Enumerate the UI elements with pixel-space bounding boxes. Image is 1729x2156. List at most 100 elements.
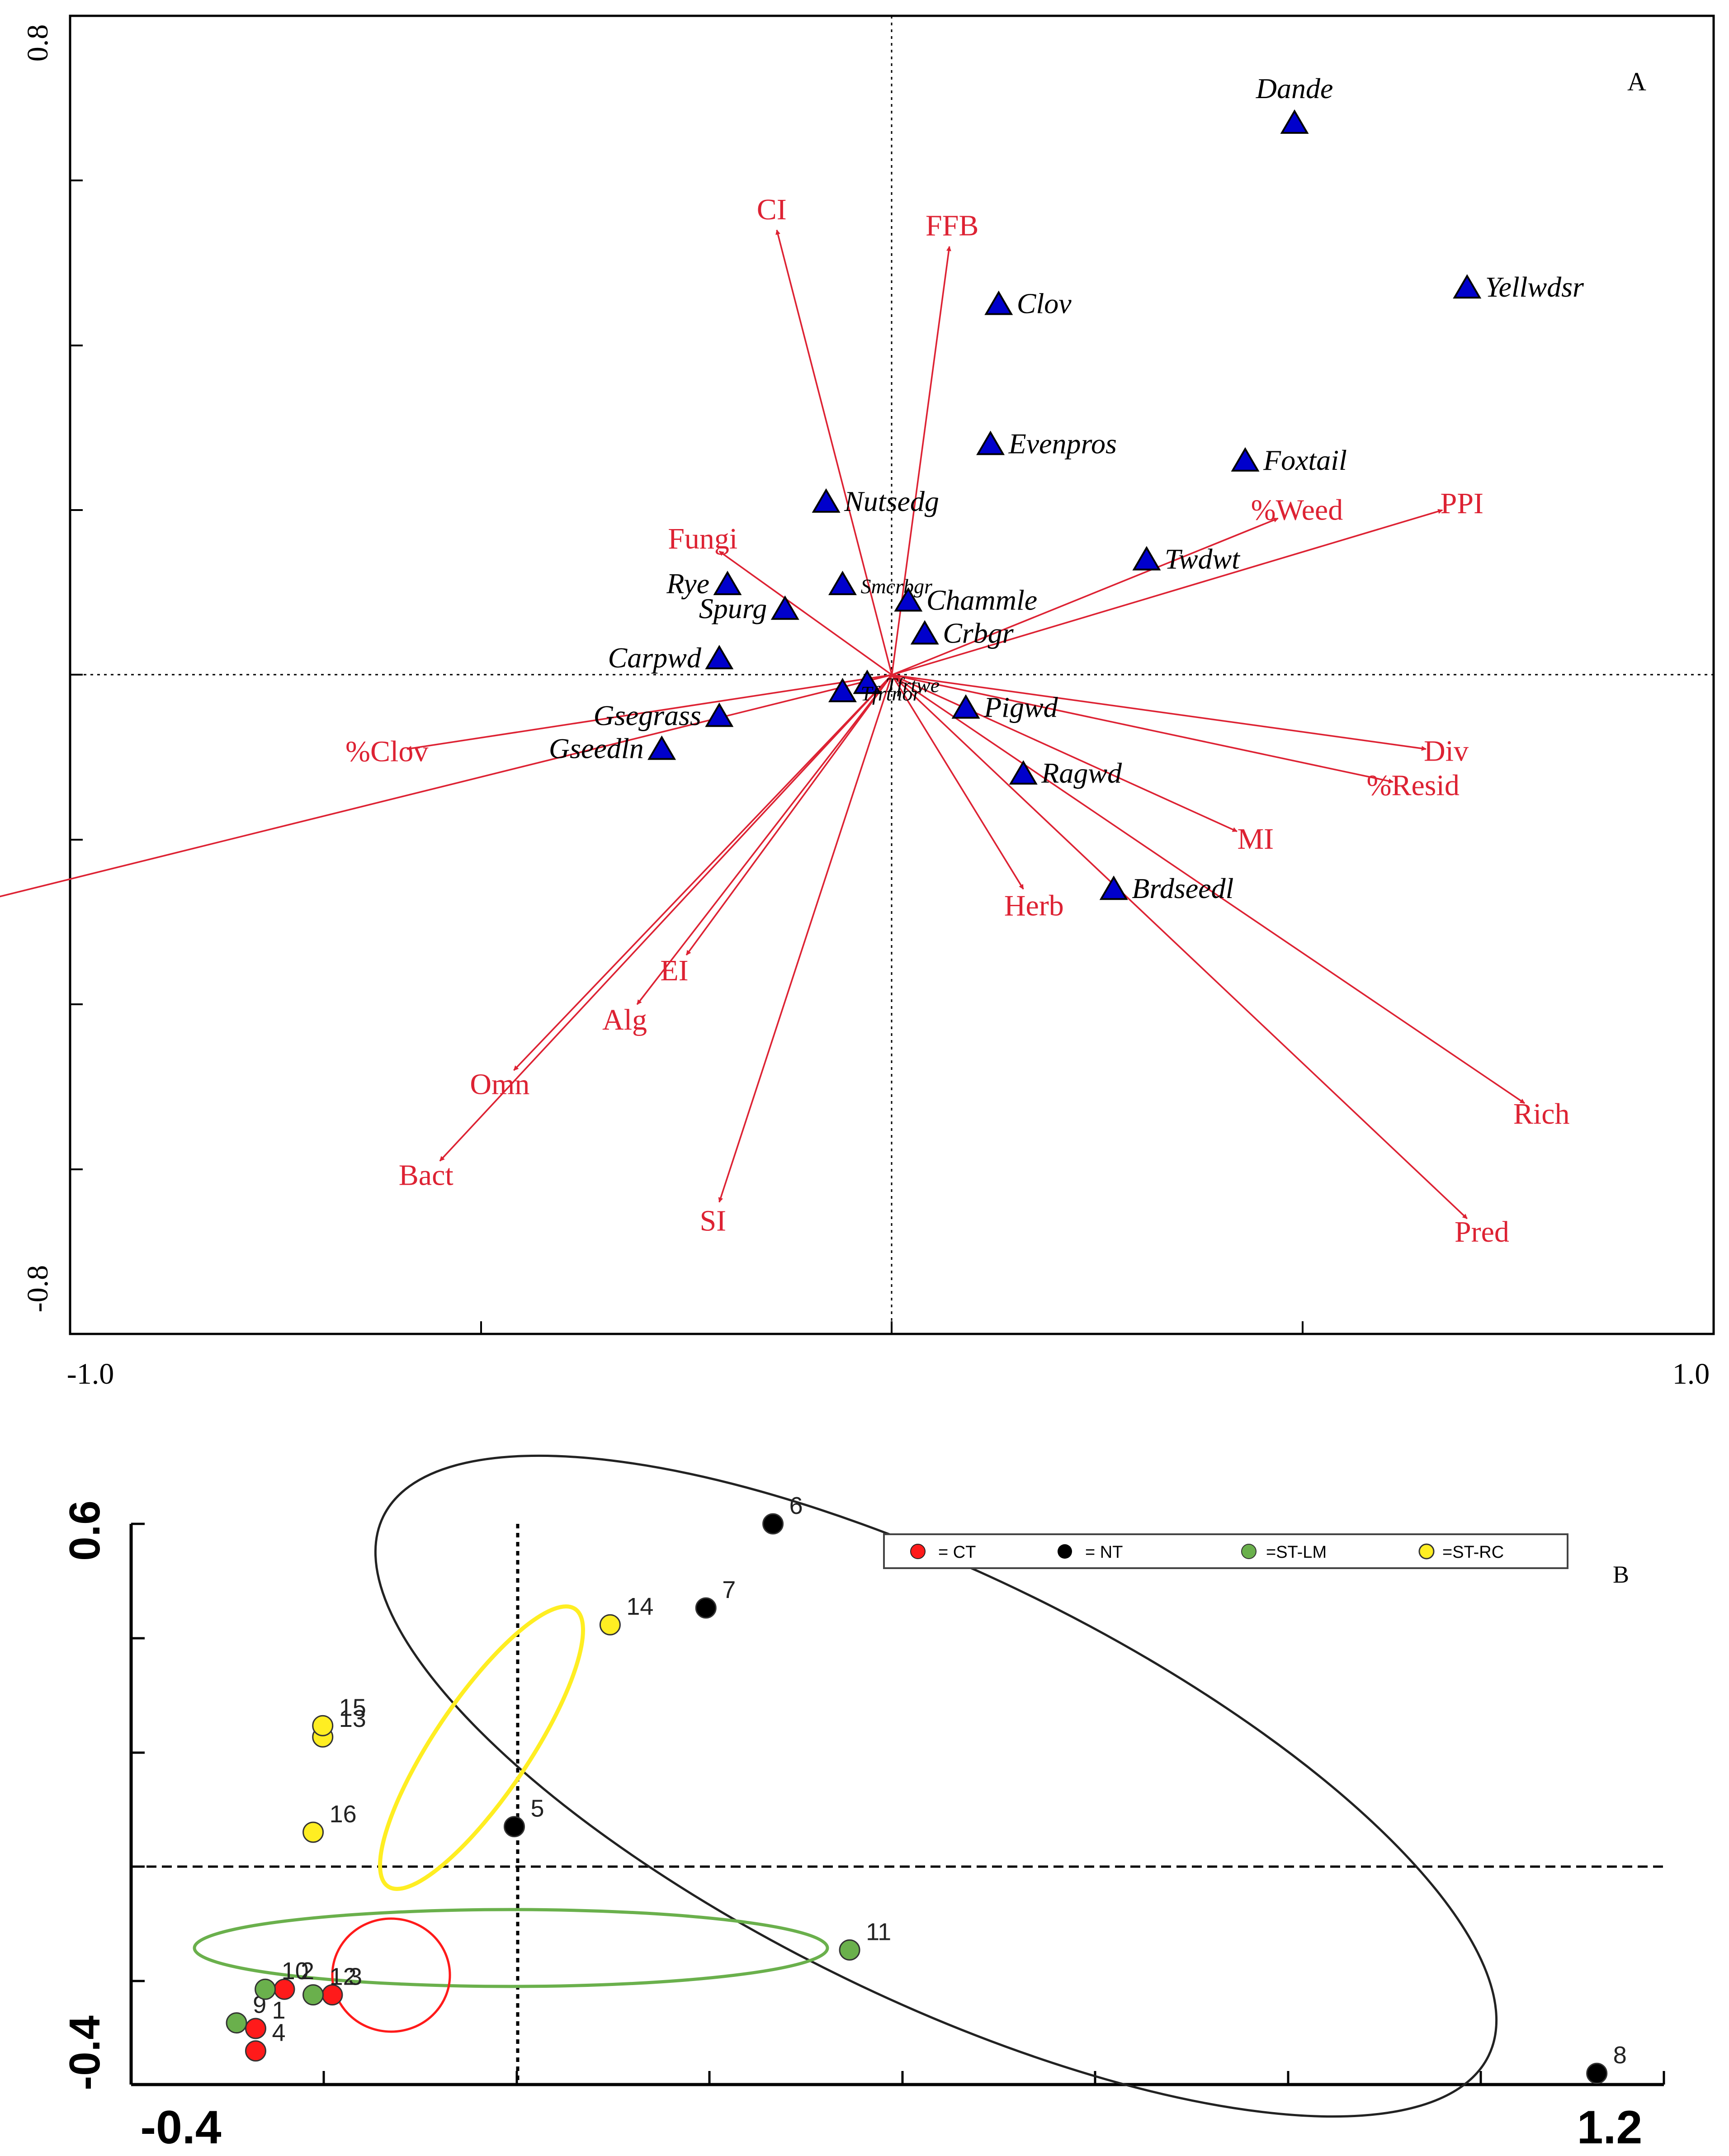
- species-ragwd-marker: [1009, 760, 1038, 785]
- species-crbgr-label: Crbgr: [943, 617, 1014, 649]
- sample-16-label: 16: [330, 1801, 357, 1828]
- species-foxtail-marker: [1231, 447, 1260, 472]
- vector-ppi-arrow: [891, 509, 1443, 676]
- panel-a-y-bottom-tick-label: -0.8: [21, 1265, 54, 1312]
- vector-pred-arrow: [891, 674, 1468, 1220]
- species-evenpros-label: Evenpros: [1008, 427, 1117, 459]
- panel-b-label: B: [1613, 1561, 1629, 1588]
- vector-clov-label: %Clov: [345, 735, 428, 768]
- vector-ci-arrow: [775, 229, 893, 675]
- sample-7-marker: [695, 1597, 717, 1619]
- sample-11-marker: [839, 1939, 860, 1961]
- vector-rich-arrow: [891, 674, 1525, 1104]
- nt-ellipse: [374, 1454, 1498, 2118]
- species-yellwdsr-label: Yellwdsr: [1485, 271, 1584, 303]
- species-chammle-marker: [894, 587, 923, 612]
- legend-ct-label: = CT: [938, 1543, 976, 1562]
- panel-a-label: A: [1627, 67, 1646, 96]
- sample-16-marker: [302, 1821, 324, 1843]
- species-clov-label: Clov: [1017, 288, 1072, 320]
- vector-div-label: Div: [1424, 735, 1469, 768]
- species-brdseedl-marker: [1099, 875, 1128, 900]
- sample-15-marker: [312, 1715, 334, 1736]
- species-pigwd-label: Pigwd: [983, 691, 1058, 723]
- sample-4-label: 4: [272, 2019, 285, 2047]
- st-lm-ellipse: [193, 1908, 829, 1988]
- panel-b-x-left-tick-label: -0.4: [140, 2101, 221, 2154]
- panel-a-x-left-tick-label: -1.0: [67, 1357, 114, 1390]
- species-pigwd-marker: [951, 694, 980, 719]
- vector-resid-arrow: [892, 674, 1394, 784]
- species-gseedln-label: Gseedln: [549, 732, 644, 764]
- sample-8-marker: [1586, 2062, 1608, 2084]
- species-crbgr-marker: [910, 620, 939, 645]
- legend-nt-label: = NT: [1085, 1543, 1123, 1562]
- vector-resid-label: %Resid: [1367, 769, 1460, 802]
- sample-6-marker: [762, 1513, 784, 1535]
- vector-omn-label: Omn: [470, 1068, 529, 1101]
- vector-ci-label: CI: [757, 193, 787, 226]
- species-rye-marker: [713, 571, 742, 596]
- sample-6-label: 6: [789, 1492, 803, 1519]
- species-carpwd-marker: [705, 645, 734, 670]
- sample-8-label: 8: [1613, 2042, 1627, 2069]
- sample-12-label: 12: [330, 1963, 357, 1991]
- legend-st-rc-label: =ST-RC: [1442, 1543, 1504, 1562]
- species-smcrbgr-marker: [828, 571, 857, 596]
- species-gseedln-marker: [647, 735, 676, 760]
- species-tfrtnor-label: Tfrtnor: [860, 682, 921, 705]
- sample-10-label: 10: [282, 1957, 309, 1985]
- panel-b-y-bottom-tick-label: -0.4: [61, 2015, 109, 2090]
- species-chammle-label: Chammle: [926, 584, 1037, 616]
- species-nutsedg-label: Nutsedg: [844, 485, 939, 517]
- ct-ellipse: [331, 1917, 451, 2033]
- species-foxtail-label: Foxtail: [1263, 444, 1347, 476]
- sample-7-label: 7: [722, 1576, 736, 1603]
- sample-1-marker: [245, 2018, 266, 2039]
- vector-omn-arrow: [513, 674, 893, 1071]
- vector-bact-arrow: [439, 674, 893, 1162]
- vector-weed-label: %Weed: [1251, 493, 1343, 526]
- legend-box: [883, 1533, 1568, 1569]
- sample-14-label: 14: [626, 1593, 653, 1620]
- vector-ffb-label: FFB: [926, 209, 978, 242]
- vector-herb-label: Herb: [1004, 889, 1064, 922]
- vector-fungi-arrow: [718, 550, 893, 676]
- panel-a-x-right-tick-label: 1.0: [1672, 1357, 1710, 1390]
- vector-mi-arrow: [891, 674, 1238, 832]
- species-nutsedg-marker: [812, 488, 841, 513]
- vector-si-label: SI: [699, 1204, 726, 1237]
- panel-a-ticks: [69, 15, 1715, 1335]
- vector-mi-label: MI: [1237, 823, 1274, 856]
- sample-11-label: 11: [866, 1918, 891, 1945]
- species-spurg-marker: [770, 595, 799, 620]
- species-rye-label: Rye: [666, 567, 709, 600]
- sample-10-marker: [255, 1978, 276, 2000]
- legend-nt-marker: [1058, 1544, 1072, 1559]
- species-evenpros-marker: [976, 430, 1005, 455]
- vector-rich-label: Rich: [1513, 1097, 1570, 1130]
- sample-15-label: 15: [339, 1694, 366, 1721]
- panel-b-y-top-tick-label: 0.6: [61, 1500, 109, 1560]
- panel-a-ordination: 0.8 -0.8 -1.0 1.0 A CI FFB Fungi %Weed PPI %C…: [0, 14, 1715, 1390]
- vector-bact-label: Bact: [399, 1158, 454, 1191]
- species-carpwd-label: Carpwd: [608, 642, 702, 674]
- sample-9-marker: [226, 2012, 247, 2034]
- sample-2-label: 2: [301, 1957, 314, 1985]
- panel-a-environmental-vectors: CIFFBFungi%WeedPPI%ClovDiv%ResidMIHerb%B…: [0, 193, 1570, 1248]
- legend-ct-marker: [910, 1544, 926, 1559]
- vector-alg-arrow: [636, 674, 893, 1005]
- panel-a-species-points: Dande Yellwdsr Clov Evenpros Foxtail Nutsedg T…: [549, 72, 1584, 904]
- species-spurg-label: Spurg: [699, 592, 767, 624]
- group-ellipses: [193, 1454, 1498, 2118]
- sample-12-marker: [302, 1984, 324, 2006]
- sample-5-marker: [504, 1816, 525, 1838]
- sample-4-marker: [245, 2040, 266, 2062]
- vector-pred-label: Pred: [1455, 1215, 1509, 1248]
- species-tfrtnor-marker: [828, 677, 857, 702]
- legend-st-lm-marker: [1241, 1544, 1257, 1559]
- legend-st-lm-label: =ST-LM: [1266, 1543, 1327, 1562]
- st-rc-ellipse: [378, 1604, 585, 1891]
- species-clov-marker: [984, 290, 1013, 315]
